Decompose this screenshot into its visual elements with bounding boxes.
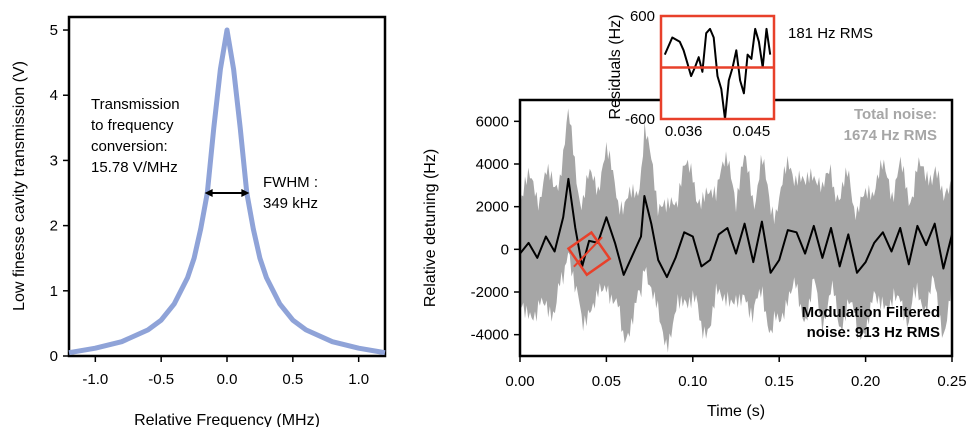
annotation-line-4: 15.78 V/MHz <box>91 159 178 176</box>
right-y-tick-label: 0 <box>501 241 509 258</box>
annotation-line-2: to frequency <box>91 117 174 134</box>
inset-y-tick-label: 600 <box>630 8 655 25</box>
left-x-ticks: -1.0 -0.5 0.0 0.5 1.0 <box>82 356 369 388</box>
annotation-line-3: conversion: <box>91 138 168 155</box>
right-x-tick-label: 0.15 <box>765 373 794 390</box>
total-noise-trace <box>520 108 952 353</box>
right-x-tick-label: 0.05 <box>592 373 621 390</box>
inset-frame <box>659 14 776 121</box>
left-y-axis-label: Low finesse cavity transmission (V) <box>11 61 28 311</box>
left-y-tick-label: 4 <box>50 87 58 104</box>
total-noise-label-line-2: 1674 Hz RMS <box>844 127 937 144</box>
inset-y-axis-label: Residuals (Hz) <box>607 15 624 120</box>
left-y-tick-label: 3 <box>50 152 58 169</box>
right-y-ticks: 6000 4000 2000 0 -2000 -4000 <box>471 113 520 344</box>
fwhm-arrow-head-left <box>204 189 213 198</box>
right-chart: 6000 4000 2000 0 -2000 -4000 0.00 0.05 0.10 0.15… <box>422 8 967 420</box>
right-y-tick-label: 4000 <box>476 156 509 173</box>
right-x-axis-label: Time (s) <box>707 403 765 420</box>
transmission-annotation: Transmission to frequency conversion: 15… <box>91 96 180 176</box>
left-x-tick-label: 0.0 <box>217 371 238 388</box>
inset-x-tick-label: 0.036 <box>665 123 703 140</box>
left-y-tick-label: 5 <box>50 22 58 39</box>
left-y-ticks: 0 1 2 3 4 5 <box>50 22 69 365</box>
left-x-axis-label: Relative Frequency (MHz) <box>134 412 320 427</box>
left-x-tick-label: 1.0 <box>348 371 369 388</box>
right-y-tick-label: 6000 <box>476 113 509 130</box>
left-transmission-curve <box>68 27 386 356</box>
right-y-tick-label: -2000 <box>471 284 509 301</box>
left-chart: 0 1 2 3 4 5 -1.0 -0.5 0.0 0.5 1.0 Low finesse cav… <box>11 15 387 427</box>
total-noise-label-line-1: Total noise: <box>854 106 937 123</box>
residuals-inset: 600 -600 0.036 0.045 Residuals (Hz) 181 Hz … <box>607 8 873 140</box>
left-plot-frame <box>67 15 387 358</box>
fwhm-label-line-1: FWHM : <box>263 174 318 191</box>
left-y-tick-label: 1 <box>50 283 58 300</box>
left-y-tick-label: 2 <box>50 218 58 235</box>
fwhm-label-line-2: 349 kHz <box>263 195 318 212</box>
right-y-axis-label: Relative detuning (Hz) <box>422 149 439 307</box>
filtered-noise-trace <box>519 177 953 279</box>
right-x-tick-label: 0.00 <box>505 373 534 390</box>
fwhm-arrow-head-right <box>241 189 250 198</box>
right-y-tick-label: 2000 <box>476 199 509 216</box>
left-y-tick-label: 0 <box>50 348 58 365</box>
zoom-region-box <box>566 230 612 277</box>
inset-y-tick-label: -600 <box>625 111 655 128</box>
fwhm-arrow <box>204 189 250 198</box>
annotation-line-1: Transmission <box>91 96 180 113</box>
inset-rms-label: 181 Hz RMS <box>788 25 873 42</box>
filtered-noise-label-line-1: Modulation Filtered <box>802 304 940 321</box>
filtered-noise-label-line-2: noise: 913 Hz RMS <box>807 324 940 341</box>
right-y-tick-label: -4000 <box>471 327 509 344</box>
left-x-tick-label: 0.5 <box>282 371 303 388</box>
zoom-box-zero-line <box>573 236 603 268</box>
right-x-tick-label: 0.10 <box>678 373 707 390</box>
left-x-tick-label: -0.5 <box>148 371 174 388</box>
inset-ticks: 600 -600 0.036 0.045 <box>625 8 770 140</box>
left-x-tick-label: -1.0 <box>82 371 108 388</box>
right-x-tick-label: 0.20 <box>851 373 880 390</box>
right-x-tick-label: 0.25 <box>937 373 966 390</box>
right-x-ticks: 0.00 0.05 0.10 0.15 0.20 0.25 <box>505 356 967 390</box>
inset-x-tick-label: 0.045 <box>733 123 771 140</box>
